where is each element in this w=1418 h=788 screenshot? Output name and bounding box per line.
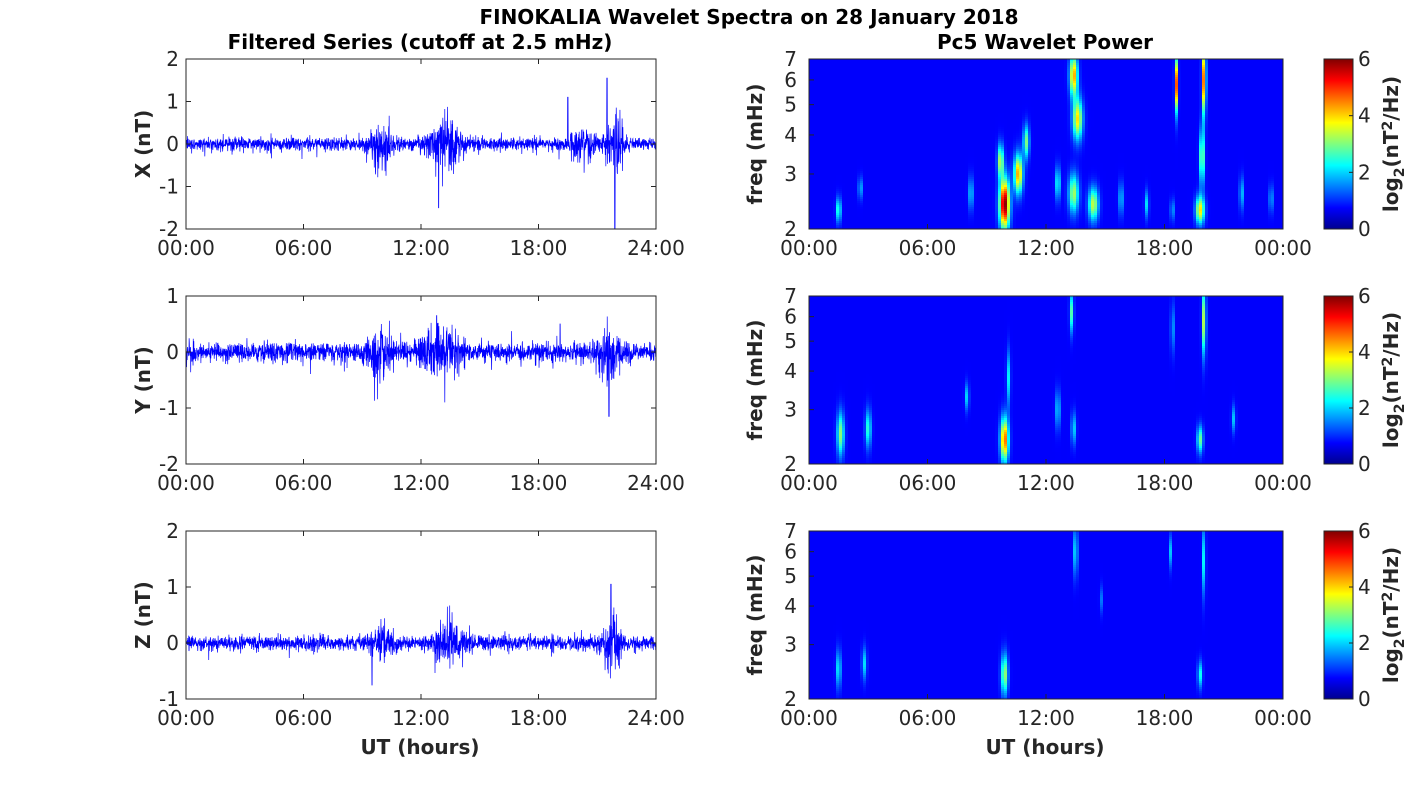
colorbar-tick-label: 0	[1358, 452, 1371, 476]
x-tick-label: 06:00	[899, 236, 957, 260]
y-axis-label: Z (nT)	[131, 581, 155, 649]
y-tick-label: 5	[784, 93, 797, 117]
left-column-title: Filtered Series (cutoff at 2.5 mHz)	[228, 30, 613, 54]
colorbar-tick-label: 4	[1358, 104, 1371, 128]
x-tick-label: 00:00	[157, 236, 215, 260]
y-axis-label: freq (mHz)	[743, 555, 767, 676]
y-tick-label: 6	[784, 540, 797, 564]
right-xlabel: UT (hours)	[985, 735, 1104, 759]
x-tick-label: 24:00	[627, 236, 685, 260]
x-tick-label: 00:00	[780, 706, 838, 730]
x-tick-label: 18:00	[1136, 706, 1194, 730]
x-tick-label: 24:00	[627, 471, 685, 495]
plot-area	[186, 531, 656, 699]
x-tick-label: 24:00	[627, 706, 685, 730]
x-tick-label: 12:00	[392, 471, 450, 495]
y-tick-label: 0	[166, 340, 179, 364]
x-tick-label: 00:00	[1254, 236, 1312, 260]
wavelet-heatmap-cells	[809, 531, 1283, 699]
left-xlabel: UT (hours)	[360, 735, 479, 759]
x-tick-label: 12:00	[1017, 236, 1075, 260]
y-tick-label: 5	[784, 564, 797, 588]
colorbar-tick-label: 4	[1358, 340, 1371, 364]
timeseries-panel-x: 210-1-200:00 06:00 12:00 18:00 24:00X (nT)	[131, 47, 685, 260]
y-tick-label: 1	[166, 90, 179, 114]
colorbar-gradient	[1324, 59, 1353, 229]
timeseries-panel-y: 10-1-200:00 06:00 12:00 18:00 24:00Y (nT)	[131, 284, 685, 495]
y-tick-label: 4	[784, 123, 797, 147]
y-tick-label: 1	[166, 284, 179, 308]
x-tick-label: 00:00	[1254, 706, 1312, 730]
colorbar-tick-label: 6	[1358, 519, 1371, 543]
y-tick-label: 1	[166, 575, 179, 599]
y-tick-label: 4	[784, 359, 797, 383]
y-tick-label: 2	[166, 519, 179, 543]
colorbar-tick-label: 0	[1358, 217, 1371, 241]
colorbar-tick-label: 2	[1358, 631, 1371, 655]
x-tick-label: 06:00	[275, 706, 333, 730]
x-tick-label: 18:00	[510, 706, 568, 730]
colorbar-tick-label: 6	[1358, 47, 1371, 71]
y-tick-label: 2	[166, 47, 179, 71]
y-axis-label: freq (mHz)	[743, 84, 767, 205]
y-tick-label: 3	[784, 398, 797, 422]
x-tick-label: 00:00	[780, 236, 838, 260]
x-tick-label: 00:00	[780, 471, 838, 495]
x-tick-label: 06:00	[899, 706, 957, 730]
wavelet-heatmap-cells	[809, 296, 1283, 464]
y-axis-label: X (nT)	[131, 110, 155, 179]
y-tick-label: 6	[784, 305, 797, 329]
wavelet-heatmap-cells	[809, 59, 1283, 229]
y-tick-label: 5	[784, 329, 797, 353]
x-tick-label: 18:00	[1136, 236, 1194, 260]
colorbar-tick-label: 6	[1358, 284, 1371, 308]
x-tick-label: 12:00	[1017, 471, 1075, 495]
x-tick-label: 18:00	[510, 471, 568, 495]
x-tick-label: 12:00	[392, 706, 450, 730]
y-tick-label: 0	[166, 631, 179, 655]
y-tick-label: 0	[166, 132, 179, 156]
x-tick-label: 00:00	[157, 706, 215, 730]
x-tick-label: 00:00	[1254, 471, 1312, 495]
y-tick-label: 3	[784, 162, 797, 186]
y-tick-label: 3	[784, 633, 797, 657]
figure-title: FINOKALIA Wavelet Spectra on 28 January …	[479, 5, 1018, 29]
timeseries-panel-z: 210-100:00 06:00 12:00 18:00 24:00Z (nT)	[131, 519, 685, 730]
y-tick-label: -1	[159, 175, 179, 199]
y-tick-label: 4	[784, 594, 797, 618]
colorbar-tick-label: 2	[1358, 160, 1371, 184]
colorbar-tick-label: 4	[1358, 575, 1371, 599]
x-tick-label: 06:00	[275, 471, 333, 495]
colorbar-tick-label: 0	[1358, 687, 1371, 711]
x-tick-label: 06:00	[899, 471, 957, 495]
x-tick-label: 12:00	[392, 236, 450, 260]
colorbar-gradient	[1324, 531, 1353, 699]
colorbar-gradient	[1324, 296, 1353, 464]
x-tick-label: 06:00	[275, 236, 333, 260]
y-tick-label: 6	[784, 68, 797, 92]
x-tick-label: 12:00	[1017, 706, 1075, 730]
y-axis-label: freq (mHz)	[743, 320, 767, 441]
x-tick-label: 18:00	[510, 236, 568, 260]
y-tick-label: -1	[159, 396, 179, 420]
x-tick-label: 18:00	[1136, 471, 1194, 495]
plot-area	[186, 296, 656, 464]
colorbar-tick-label: 2	[1358, 396, 1371, 420]
y-axis-label: Y (nT)	[131, 346, 155, 415]
x-tick-label: 00:00	[157, 471, 215, 495]
right-column-title: Pc5 Wavelet Power	[937, 30, 1153, 54]
